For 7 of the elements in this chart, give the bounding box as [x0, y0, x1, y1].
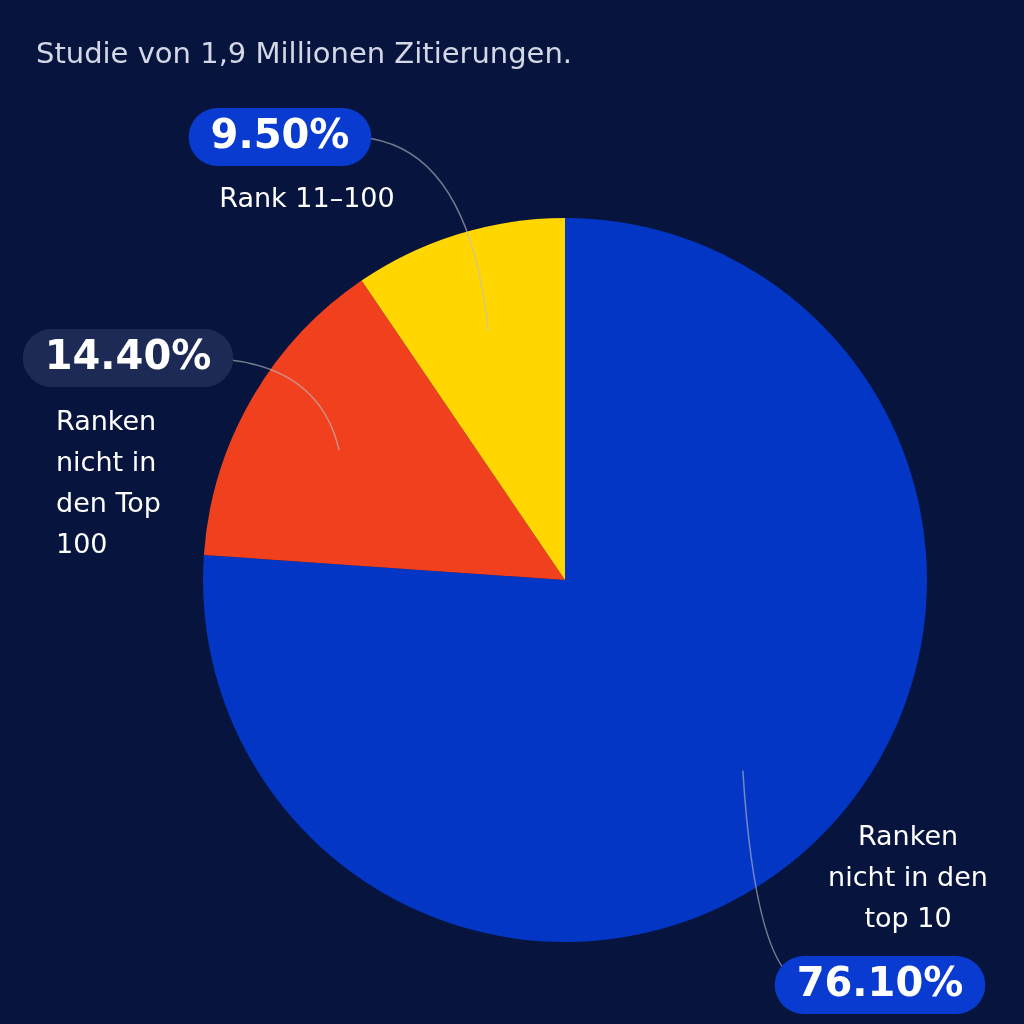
data-label: 14.40% — [44, 332, 212, 379]
slice-label: Ranken nicht in den Top 100 — [56, 405, 162, 560]
slice-label: Rank 11–100 — [219, 182, 395, 214]
slice-label: Ranken nicht in den top 10 — [828, 820, 988, 934]
data-label: 76.10% — [796, 959, 964, 1006]
chart-subtitle: Studie von 1,9 Millionen Zitierungen. — [36, 36, 573, 70]
data-label: 9.50% — [210, 111, 350, 158]
